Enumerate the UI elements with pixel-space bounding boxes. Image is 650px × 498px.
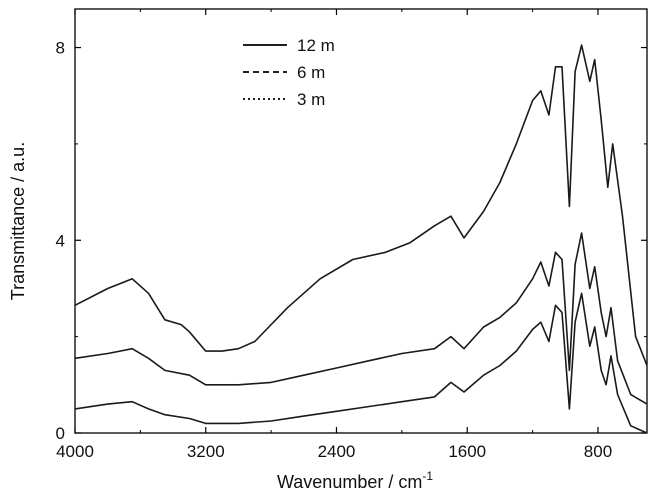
series-line-12-m	[74, 44, 648, 366]
series-layer	[74, 44, 648, 434]
x-axis-title-superscript: -1	[422, 469, 433, 483]
x-tick-label: 4000	[56, 442, 94, 461]
x-axis-ticks: 4000 3200 2400 1600 800	[56, 9, 612, 461]
series-line-6-m	[74, 232, 648, 405]
legend-label: 3 m	[297, 90, 325, 109]
y-tick-label: 8	[56, 39, 65, 58]
plot-area-frame	[74, 8, 648, 434]
y-axis-ticks: 0 4 8	[56, 39, 647, 443]
y-tick-label: 4	[56, 231, 65, 250]
y-tick-label: 0	[56, 424, 65, 443]
y-axis-title: Transmittance / a.u.	[8, 142, 28, 300]
x-tick-label: 3200	[187, 442, 225, 461]
legend-label: 6 m	[297, 63, 325, 82]
legend-label: 12 m	[297, 36, 335, 55]
legend: 12 m 6 m 3 m	[243, 36, 335, 109]
series-line-3-m	[74, 292, 648, 434]
x-tick-label: 800	[584, 442, 612, 461]
x-axis-title: Wavenumber / cm-1	[277, 469, 433, 492]
x-tick-label: 1600	[448, 442, 486, 461]
x-tick-label: 2400	[318, 442, 356, 461]
